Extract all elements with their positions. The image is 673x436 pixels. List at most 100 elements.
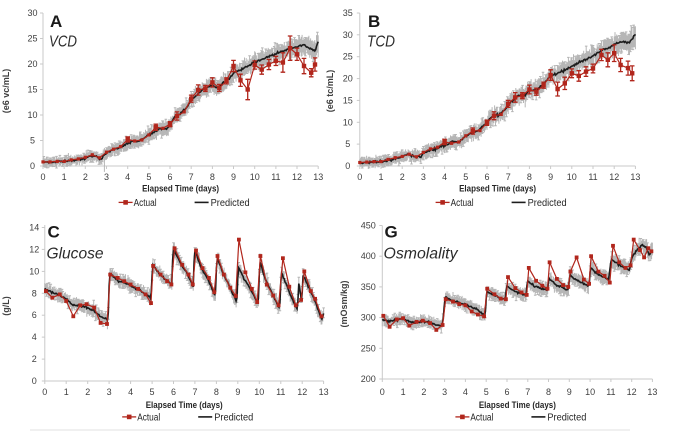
svg-text:(e6 tc/mL): (e6 tc/mL) [325,70,335,113]
svg-text:Elapsed Time (days): Elapsed Time (days) [479,400,556,411]
svg-text:0: 0 [42,387,47,397]
svg-text:10: 10 [254,387,264,397]
svg-text:350: 350 [361,282,376,292]
svg-text:13: 13 [319,387,329,397]
svg-text:7: 7 [192,387,197,397]
svg-text:10: 10 [567,172,577,182]
svg-text:Predicted: Predicted [528,198,567,209]
svg-text:1: 1 [62,172,67,182]
svg-text:4: 4 [128,387,133,397]
svg-text:C: C [48,223,60,242]
svg-text:5: 5 [146,172,151,182]
svg-text:Elapsed Time (days): Elapsed Time (days) [142,184,219,195]
svg-text:10: 10 [250,172,260,182]
svg-text:7: 7 [189,172,194,182]
svg-text:Actual: Actual [137,413,160,424]
svg-text:2: 2 [83,172,88,182]
svg-text:5: 5 [345,139,350,149]
svg-text:2: 2 [421,387,426,397]
svg-text:10: 10 [29,266,39,276]
svg-text:Actual: Actual [470,413,493,424]
svg-text:10: 10 [27,110,37,120]
svg-text:1: 1 [64,387,69,397]
svg-text:5: 5 [463,172,468,182]
svg-text:Osmolality: Osmolality [384,246,459,263]
svg-text:8: 8 [546,387,551,397]
svg-text:3: 3 [107,387,112,397]
svg-text:8: 8 [214,387,219,397]
svg-text:3: 3 [421,172,426,182]
svg-text:5: 5 [150,387,155,397]
svg-text:Elapsed Time (days): Elapsed Time (days) [146,400,223,411]
svg-text:400: 400 [361,251,376,261]
svg-text:20: 20 [343,74,353,84]
svg-text:4: 4 [125,172,130,182]
svg-text:25: 25 [27,34,37,44]
svg-text:6: 6 [171,387,176,397]
svg-text:2: 2 [85,387,90,397]
svg-text:13: 13 [630,172,640,182]
svg-text:Predicted: Predicted [214,413,253,424]
svg-text:(g/L): (g/L) [1,296,11,316]
svg-text:6: 6 [32,310,37,320]
svg-text:8: 8 [527,172,532,182]
svg-text:6: 6 [484,172,489,182]
svg-text:11: 11 [588,172,597,182]
svg-text:9: 9 [235,387,240,397]
svg-text:14: 14 [29,222,39,232]
svg-text:10: 10 [343,117,353,127]
svg-text:35: 35 [343,8,353,18]
svg-text:20: 20 [27,59,37,69]
svg-text:1: 1 [378,172,383,182]
svg-text:11: 11 [276,387,285,397]
svg-text:15: 15 [343,95,353,105]
svg-text:200: 200 [361,374,376,384]
svg-text:15: 15 [27,85,37,95]
svg-text:4: 4 [32,332,37,342]
svg-text:G: G [385,223,398,242]
svg-text:B: B [368,12,380,31]
svg-text:4: 4 [463,387,468,397]
svg-text:12: 12 [297,387,307,397]
svg-text:5: 5 [30,136,35,146]
svg-text:11: 11 [271,172,280,182]
svg-text:10: 10 [585,387,595,397]
svg-text:12: 12 [627,387,637,397]
svg-text:3: 3 [442,387,447,397]
svg-text:1: 1 [401,387,406,397]
svg-text:2: 2 [400,172,405,182]
svg-text:A: A [50,12,62,31]
svg-text:2: 2 [32,354,37,364]
svg-text:(e6 vc/mL): (e6 vc/mL) [1,69,11,114]
svg-text:3: 3 [104,172,109,182]
svg-text:9: 9 [231,172,236,182]
svg-text:30: 30 [343,30,353,40]
svg-text:6: 6 [504,387,509,397]
svg-text:12: 12 [609,172,619,182]
svg-text:Actual: Actual [134,198,157,209]
svg-text:Actual: Actual [451,198,474,209]
svg-text:13: 13 [647,387,657,397]
svg-text:5: 5 [484,387,489,397]
svg-text:Predicted: Predicted [211,198,250,209]
svg-text:0: 0 [345,161,350,171]
svg-text:Glucose: Glucose [47,246,104,263]
svg-text:9: 9 [567,387,572,397]
svg-text:0: 0 [357,172,362,182]
svg-text:Elapsed Time (days): Elapsed Time (days) [459,184,536,195]
svg-text:12: 12 [29,244,39,254]
svg-text:0: 0 [380,387,385,397]
svg-text:300: 300 [361,313,376,323]
svg-text:VCD: VCD [49,34,77,51]
svg-text:8: 8 [210,172,215,182]
svg-text:TCD: TCD [367,34,395,51]
svg-text:13: 13 [313,172,323,182]
svg-text:6: 6 [168,172,173,182]
svg-text:(mOsm/kg): (mOsm/kg) [339,280,349,327]
svg-text:4: 4 [442,172,447,182]
svg-text:Predicted: Predicted [547,413,586,424]
svg-text:25: 25 [343,52,353,62]
svg-text:9: 9 [548,172,553,182]
svg-text:7: 7 [525,387,530,397]
svg-text:30: 30 [27,8,37,18]
